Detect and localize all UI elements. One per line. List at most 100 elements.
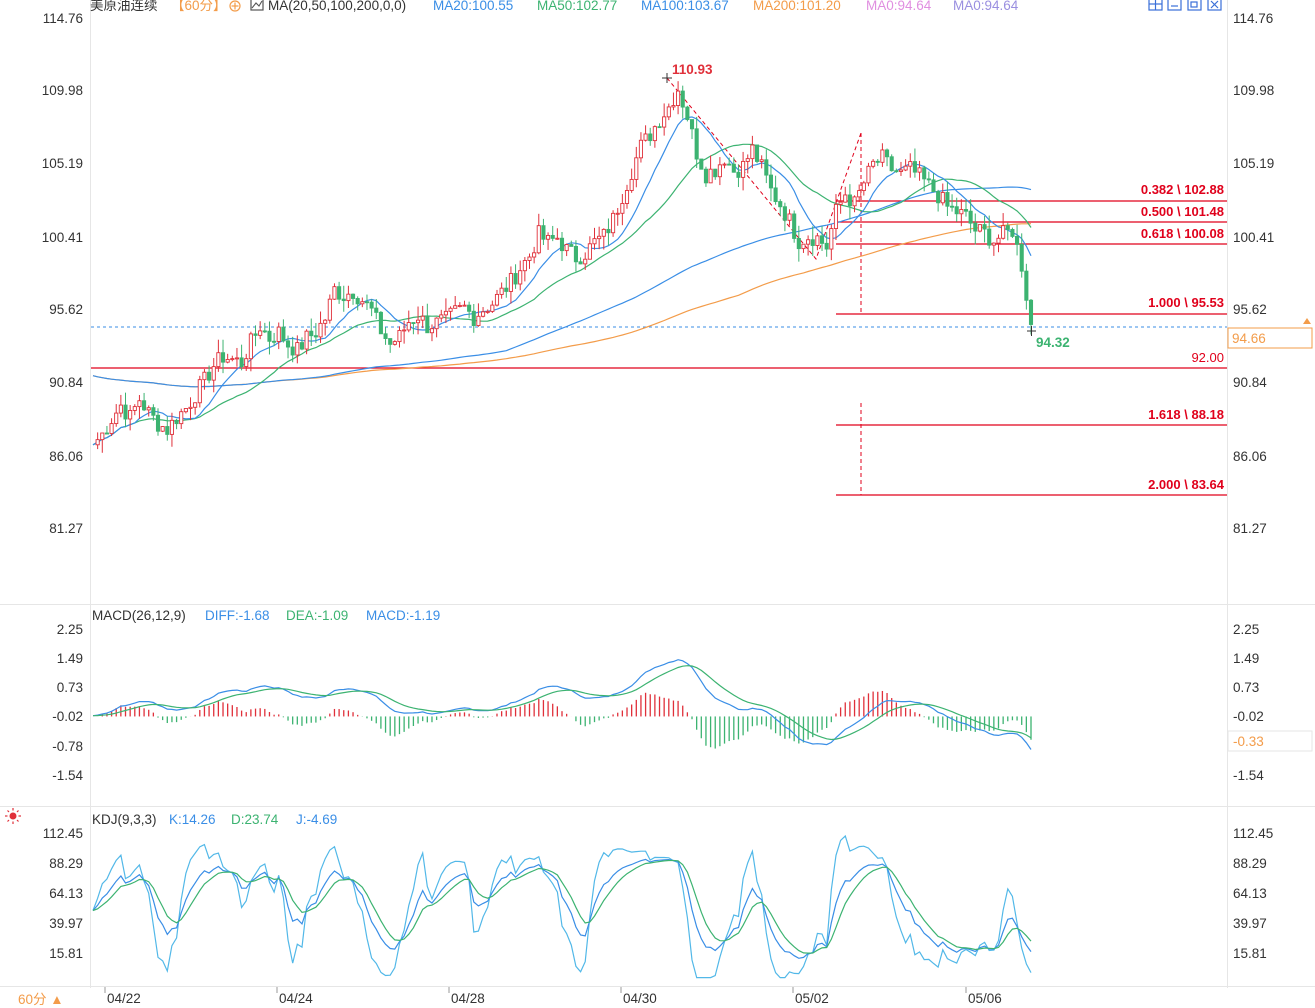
ma-indicator-label[interactable]: MA(20,50,100,200,0,0) (268, 0, 406, 13)
chart-header: 美原油连续 【60分】 MA(20,50,100,200,0,0) MA20:1… (90, 0, 1222, 13)
candlestick (764, 149, 769, 184)
candlestick (819, 226, 825, 252)
kdj-j: J:-4.69 (296, 812, 337, 827)
settings-sun-icon[interactable] (5, 808, 21, 824)
candlestick (439, 309, 444, 323)
candlestick (824, 232, 829, 257)
candlestick (332, 283, 337, 300)
candlestick (1001, 213, 1006, 240)
candlestick (253, 325, 258, 347)
candlestick (160, 426, 165, 433)
fib-label: 0.500 \ 101.48 (1141, 204, 1224, 219)
date-label: 04/22 (107, 991, 141, 1006)
candlestick (1005, 222, 1010, 241)
candlestick (1010, 227, 1015, 239)
period-button[interactable]: 60分 ▲ (18, 992, 64, 1007)
candlestick (875, 159, 880, 167)
candlestick (587, 236, 592, 260)
candlestick (179, 408, 184, 429)
candlestick (499, 282, 504, 299)
candlestick (685, 105, 690, 122)
candlestick (945, 181, 950, 216)
candlestick (272, 332, 277, 347)
candlestick (262, 322, 267, 334)
candlestick (211, 358, 216, 393)
candlestick (276, 322, 281, 350)
kdj-tick-left: 15.81 (49, 946, 83, 961)
candlestick (216, 339, 221, 372)
macd-panel: MACD(26,12,9) DIFF:-1.68 DEA:-1.09 MACD:… (52, 608, 1313, 783)
macd-current-value: -0.33 (1233, 734, 1264, 749)
fib-label: 2.000 \ 83.64 (1148, 477, 1225, 492)
candlestick (801, 243, 806, 253)
candlestick (350, 293, 356, 305)
candlestick (694, 116, 699, 169)
candlestick (564, 243, 569, 257)
price-tick-right: 105.19 (1233, 156, 1274, 171)
candlestick (676, 81, 681, 115)
candlestick (671, 92, 676, 111)
kdj-tick-right: 39.97 (1233, 916, 1267, 931)
circle-plus-icon[interactable] (229, 0, 241, 12)
candlestick (234, 347, 240, 367)
period-tag[interactable]: 【60分】 (171, 0, 227, 13)
macd-value: MACD:-1.19 (366, 608, 440, 623)
candlestick (643, 125, 648, 142)
candlestick (304, 329, 309, 355)
candlestick (852, 195, 857, 213)
date-label: 04/30 (623, 991, 657, 1006)
candlestick (583, 252, 588, 270)
candlestick (638, 132, 643, 163)
candlestick (536, 213, 541, 255)
candlestick (290, 336, 295, 363)
price-tick-left: 105.19 (42, 156, 83, 171)
candlestick (680, 85, 685, 119)
candlestick (142, 392, 147, 412)
fibonacci-levels: 0.382 \ 102.88 0.500 \ 101.48 0.618 \ 10… (666, 77, 1227, 496)
date-label: 05/02 (795, 991, 829, 1006)
macd-title[interactable]: MACD(26,12,9) (92, 608, 186, 623)
candlestick (109, 418, 114, 437)
indicator-icon[interactable] (250, 0, 264, 11)
candlestick (397, 326, 402, 348)
price-tick-left: 90.84 (49, 375, 83, 390)
candlestick (601, 228, 606, 250)
high-marker: 110.93 (662, 62, 713, 83)
close-window-icon[interactable] (1207, 0, 1222, 11)
dea-line (92, 665, 1032, 741)
candlestick (843, 186, 848, 203)
candlestick (792, 210, 797, 243)
candlestick (504, 276, 509, 298)
candlestick (611, 210, 616, 237)
candlestick (100, 432, 105, 453)
candlestick (443, 298, 448, 324)
candlestick (996, 234, 1001, 253)
candlestick (908, 153, 913, 178)
candlestick (796, 225, 801, 262)
period-button-bg[interactable] (0, 988, 90, 1008)
price-tick-left: 109.98 (42, 83, 83, 98)
restore-window-icon[interactable] (1187, 0, 1202, 11)
macd-tick-left: -1.54 (52, 768, 83, 783)
kdj-d: D:23.74 (231, 812, 279, 827)
kdj-tick-left: 64.13 (49, 886, 83, 901)
ma-value-4: MA0:94.64 (866, 0, 932, 13)
kdj-tick-right: 112.45 (1233, 826, 1273, 841)
kdj-k: K:14.26 (169, 812, 216, 827)
symbol-title: 美原油连续 (90, 0, 158, 13)
kdj-tick-left: 88.29 (49, 856, 83, 871)
candlestick (768, 164, 774, 202)
panel-window-icon[interactable] (1167, 0, 1182, 11)
candlestick (759, 155, 764, 169)
candlestick (722, 162, 727, 169)
macd-tick-right: 0.73 (1233, 680, 1259, 695)
support-line: 92.00 (91, 350, 1227, 369)
candlestick (936, 189, 941, 212)
candlestick (327, 294, 332, 324)
candlestick (973, 213, 978, 245)
layout-grid-icon[interactable] (1148, 0, 1163, 11)
candlestick (406, 310, 411, 333)
candlestick (773, 175, 778, 205)
kdj-title[interactable]: KDJ(9,3,3) (92, 812, 157, 827)
